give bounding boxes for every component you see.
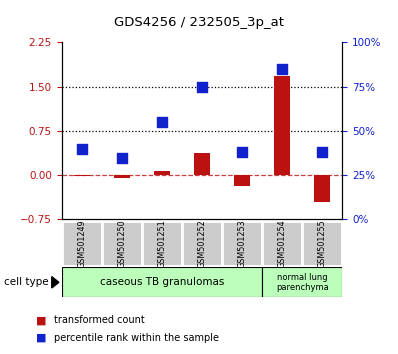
Text: ■: ■ (36, 315, 46, 325)
Text: cell type: cell type (4, 277, 49, 287)
Bar (102, 221, 142, 266)
Bar (114, 175, 130, 178)
Bar (154, 171, 170, 175)
Bar (314, 175, 330, 202)
Text: caseous TB granulomas: caseous TB granulomas (100, 277, 224, 287)
FancyArrow shape (52, 277, 59, 288)
Point (119, 155, 125, 160)
Point (319, 149, 326, 155)
Bar (222, 221, 262, 266)
Point (279, 66, 285, 72)
Bar (262, 267, 342, 297)
Bar (274, 76, 290, 175)
Point (159, 119, 165, 125)
Text: ■: ■ (36, 333, 46, 343)
Bar (62, 221, 102, 266)
Point (199, 84, 205, 90)
Text: percentile rank within the sample: percentile rank within the sample (54, 333, 219, 343)
Bar (74, 175, 90, 176)
Bar (62, 267, 262, 297)
Text: GSM501252: GSM501252 (197, 219, 207, 268)
Bar (142, 221, 182, 266)
Text: GSM501251: GSM501251 (157, 219, 166, 268)
Text: transformed count: transformed count (54, 315, 144, 325)
Bar (194, 153, 210, 175)
Point (78, 146, 85, 152)
Bar (302, 221, 342, 266)
Text: GSM501249: GSM501249 (77, 219, 86, 268)
Text: GSM501253: GSM501253 (238, 219, 247, 268)
Bar (262, 221, 302, 266)
Text: normal lung
parenchyma: normal lung parenchyma (276, 273, 329, 292)
Text: GSM501250: GSM501250 (117, 219, 126, 268)
Text: GSM501254: GSM501254 (278, 219, 287, 268)
Text: GDS4256 / 232505_3p_at: GDS4256 / 232505_3p_at (114, 16, 284, 29)
Bar (182, 221, 222, 266)
Point (239, 149, 245, 155)
Text: GSM501255: GSM501255 (318, 219, 327, 268)
Bar (234, 175, 250, 186)
